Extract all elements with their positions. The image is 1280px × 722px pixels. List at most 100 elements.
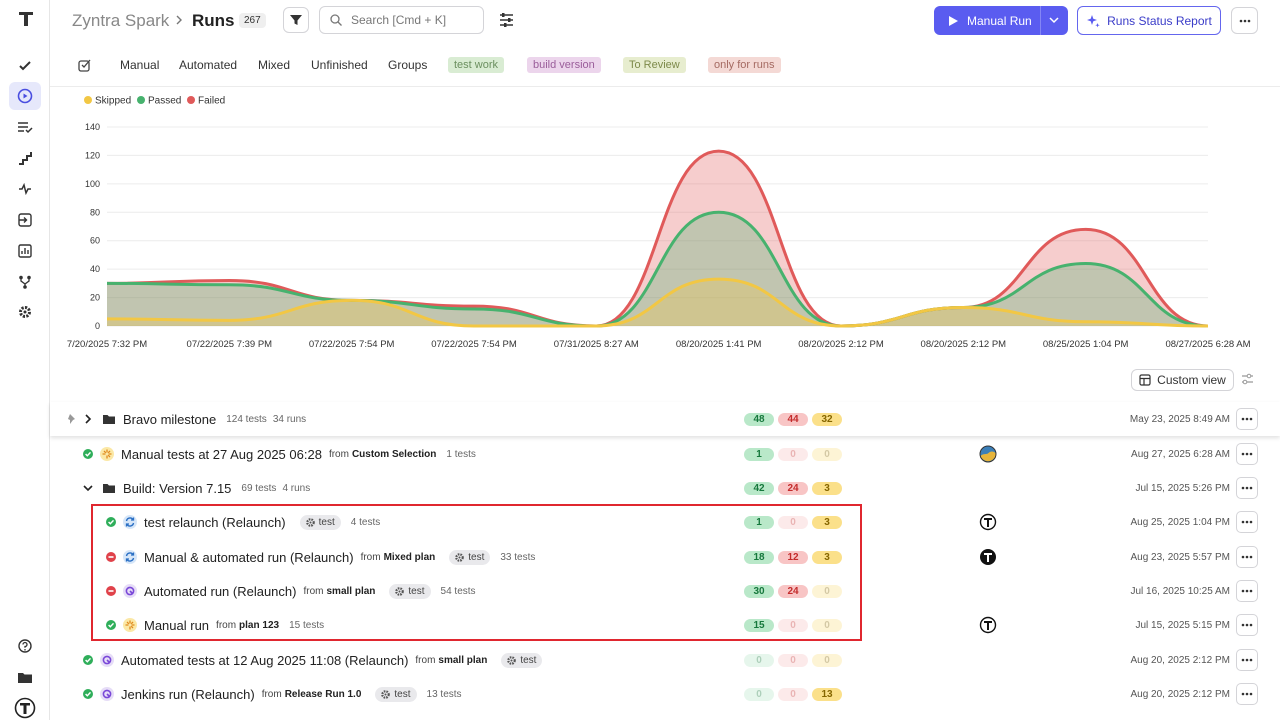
failed-count: 24 [778,482,808,495]
y-tick-label: 60 [90,236,100,246]
failed-count: 44 [778,413,808,426]
x-tick-label: 7/20/2025 7:32 PM [67,339,147,350]
manual-run-dropdown[interactable] [1049,17,1059,24]
group-row[interactable]: Build: Version 7.15 69 tests 4 runs 42 24 3 Ju… [50,471,1280,505]
status-report-button[interactable]: Runs Status Report [1077,6,1221,35]
row-more[interactable] [1236,580,1258,602]
row-more[interactable] [1236,443,1258,465]
row-more[interactable] [1236,614,1258,636]
from-label: from [415,654,436,666]
view-settings[interactable] [1241,373,1254,385]
row-more[interactable] [1236,546,1258,568]
row-more[interactable] [1236,649,1258,671]
run-row[interactable]: Manual run from plan 123 15 tests 15 0 0 Jul 15… [50,608,1280,642]
x-tick-label: 08/20/2025 2:12 PM [921,339,1007,350]
source-name: small plan [438,654,488,666]
row-more[interactable] [1236,477,1258,499]
tests-count: 15 tests [289,619,325,631]
run-row[interactable]: test relaunch (Relaunch) test 4 tests 1 0 3 Au… [50,505,1280,539]
filter-tag[interactable]: test work [448,57,505,73]
passed-count: 18 [744,551,774,564]
from-label: from [360,551,381,563]
mixed-icon [123,550,137,564]
avatar[interactable] [979,445,997,463]
nav-help[interactable] [9,632,41,660]
run-row[interactable]: Automated run (Relaunch) from small plan te… [50,574,1280,608]
filter-tab[interactable]: Mixed [258,58,291,72]
passed-count: 30 [744,585,774,598]
series-line [106,210,1209,328]
select-icon[interactable] [78,58,92,72]
passed-icon [83,655,93,665]
filter-button[interactable] [283,7,309,33]
columns-settings[interactable] [499,13,514,27]
row-name: Manual & automated run (Relaunch) [144,549,354,565]
legend-label: Skipped [95,96,131,107]
runs-count: 34 runs [272,413,307,425]
passed-icon [106,517,116,527]
manual-icon [100,447,114,461]
nav-profile[interactable] [9,694,41,722]
passed-icon [83,449,93,459]
row-more[interactable] [1236,408,1258,430]
filter-tab[interactable]: Automated [179,58,238,72]
filter-tab[interactable]: Manual [120,58,160,72]
legend-dot [187,96,195,104]
nav-plans[interactable] [9,113,41,141]
run-row[interactable]: Manual & automated run (Relaunch) from Mix… [50,540,1280,574]
filter-tag[interactable]: only for runs [708,57,781,73]
row-date: Jul 15, 2025 5:26 PM [1135,482,1230,494]
run-row[interactable]: Jenkins run (Relaunch) from Release Run 1.… [50,677,1280,711]
run-row[interactable]: Automated tests at 12 Aug 2025 11:08 (Re… [50,643,1280,677]
nav-reports[interactable] [9,237,41,265]
passed-count: 0 [744,688,774,701]
x-tick-label: 08/20/2025 2:12 PM [798,339,884,350]
row-more[interactable] [1236,511,1258,533]
row-main: Automated run (Relaunch) from small plan te… [144,574,476,608]
nav-settings[interactable] [9,298,41,326]
run-row[interactable]: Manual tests at 27 Aug 2025 06:28 from Cus… [50,437,1280,471]
filter-tab[interactable]: Unfinished [311,58,368,72]
folder-icon [103,415,115,424]
row-main: Manual & automated run (Relaunch) from Mix… [144,540,535,574]
nav-pulse[interactable] [9,175,41,203]
nav-runs[interactable] [9,82,41,110]
row-date: Aug 27, 2025 6:28 AM [1131,448,1230,460]
automated-icon [123,584,137,598]
y-tick-label: 140 [85,122,100,132]
nav-import[interactable] [9,206,41,234]
nav-folders[interactable] [9,663,41,691]
failed-count: 0 [778,448,808,461]
tests-count: 69 tests [241,482,277,494]
filter-tag[interactable]: To Review [623,57,686,73]
row-main: Automated tests at 12 Aug 2025 11:08 (Re… [121,643,543,677]
filter-tab[interactable]: Groups [388,58,428,72]
row-date: Aug 20, 2025 2:12 PM [1130,688,1230,700]
row-date: Aug 25, 2025 1:04 PM [1130,516,1230,528]
search-box[interactable]: Search [Cmd + K] [319,6,484,34]
filter-tag[interactable]: build version [527,57,601,73]
row-name: Automated run (Relaunch) [144,583,297,599]
legend-dot [84,96,92,104]
failed-count: 0 [778,688,808,701]
failed-icon [106,552,116,562]
nav-checks[interactable] [9,52,41,80]
avatar[interactable] [979,548,997,566]
x-tick-label: 07/31/2025 8:27 AM [554,339,639,350]
row-date: Aug 20, 2025 2:12 PM [1130,654,1230,666]
manual-run-button[interactable]: Manual Run [934,6,1068,35]
group-row[interactable]: Bravo milestone 124 tests 34 runs 48 44 32 May… [50,402,1280,436]
tag-label: test [520,654,537,666]
x-tick-label: 08/25/2025 1:04 PM [1043,339,1129,350]
row-tag: test [449,549,491,565]
tag-label: test [318,516,335,528]
custom-view-button[interactable]: Custom view [1131,369,1234,391]
avatar[interactable] [979,513,997,531]
project-name[interactable]: Zyntra Spark [72,11,170,30]
nav-steps[interactable] [9,144,41,172]
nav-branches[interactable] [9,268,41,296]
header-more[interactable] [1231,7,1258,34]
row-more[interactable] [1236,683,1258,705]
skipped-count: 0 [812,619,842,632]
avatar[interactable] [979,616,997,634]
